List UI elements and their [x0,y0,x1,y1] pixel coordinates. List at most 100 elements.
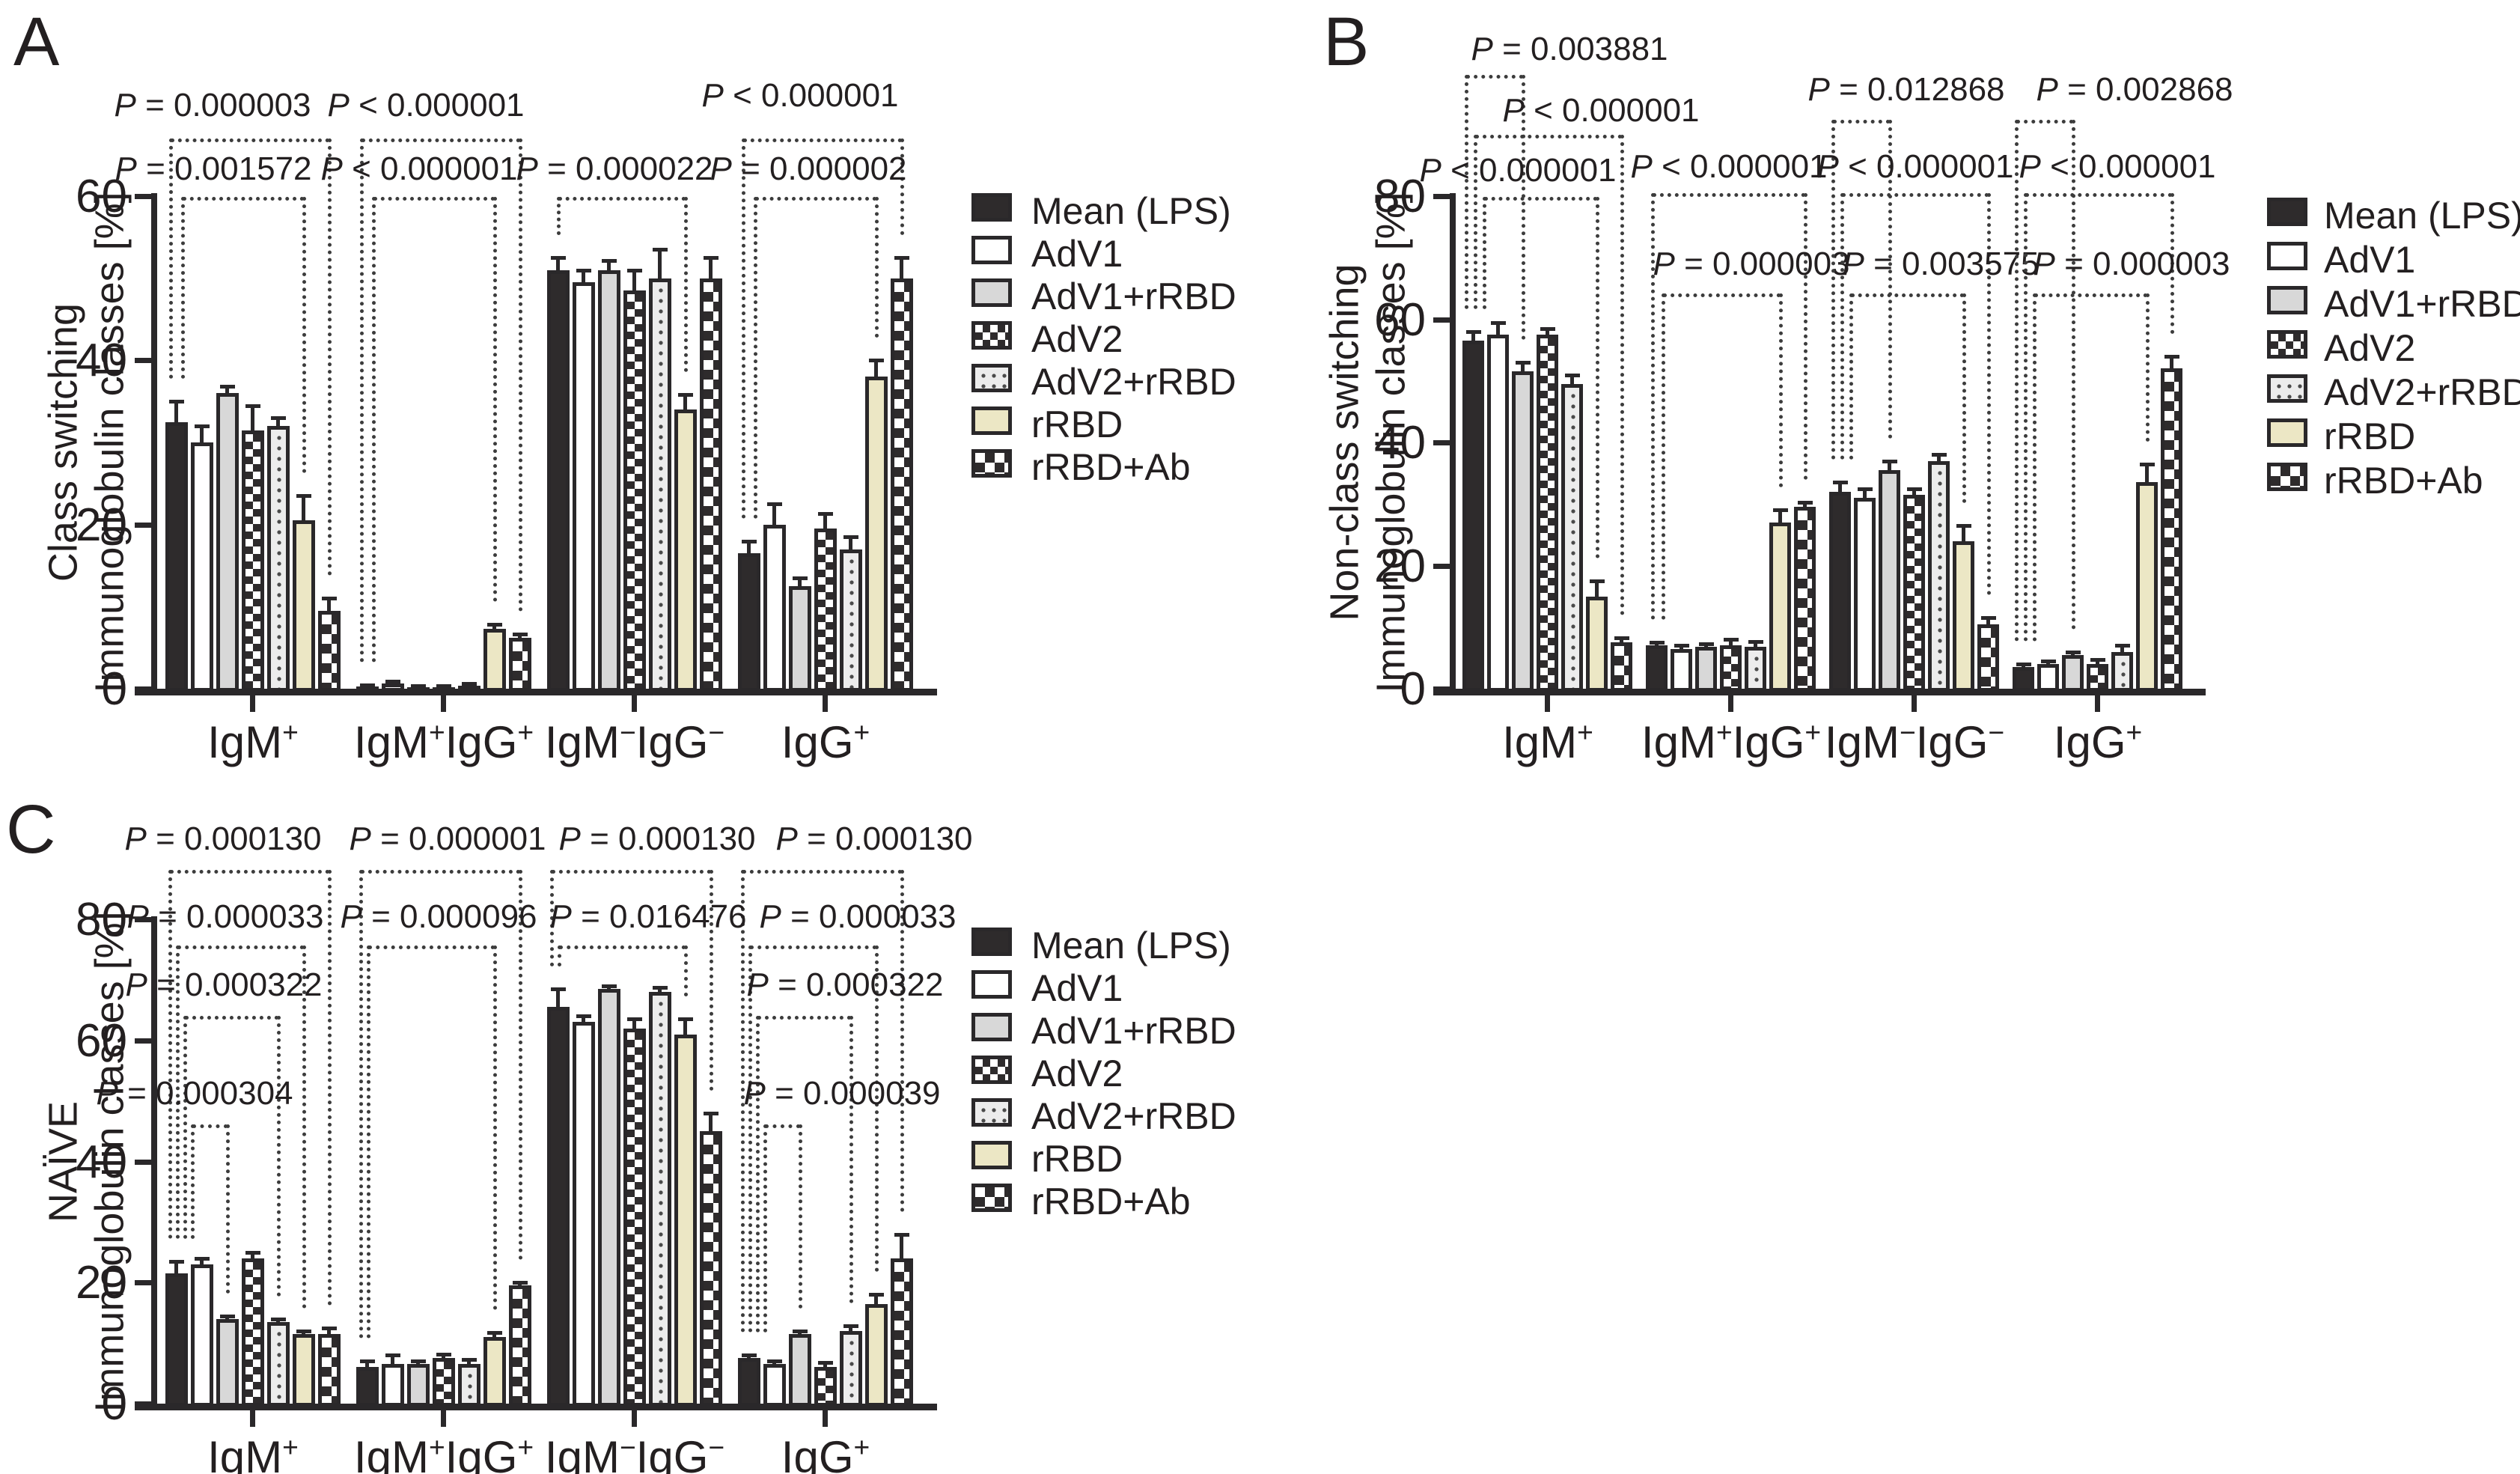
category-text: IgM [1641,717,1716,767]
y-tick-label: 0 [101,1378,127,1430]
significance-bracket-line [684,945,688,996]
significance-bracket-line [1662,293,1665,620]
error-bar-cap [1773,508,1788,512]
category-text: IgM [544,1432,620,1474]
bar-adv1 [1671,649,1692,692]
y-tick-mark [1433,686,1450,692]
error-bar-stem [823,1362,827,1369]
significance-bracket-line [754,197,757,519]
error-bar-stem [607,986,611,991]
error-bar-stem [607,261,611,272]
error-bar-stem [327,1328,331,1336]
p-symbol: P [1842,246,1864,282]
category-superscript: − [619,716,636,748]
error-bar-stem [518,1282,522,1288]
p-value-label: P = 0.002868 [2036,71,2233,108]
significance-bracket-line [710,870,713,1091]
error-bar-stem [798,578,802,588]
y-tick-mark [135,1280,151,1285]
x-tick-mark [1728,695,1733,712]
error-bar-cap [195,424,210,428]
bar-adv1 [382,1364,404,1407]
bar-adv1 [573,1022,595,1407]
error-bar-cap [2115,644,2130,648]
legend-label: AdV2 [1031,1053,1123,1094]
significance-bracket-top [558,197,686,201]
x-tick-mark [250,695,255,712]
category-label: IgM+IgG+ [1566,717,1896,767]
error-bar-cap [360,1359,375,1363]
category-text: IgG [781,1432,854,1474]
significance-bracket-line [372,197,376,663]
significance-bracket-top [171,138,329,142]
significance-bracket-line [176,945,180,1239]
category-text: IgM [544,717,620,767]
error-bar-cap [1466,330,1481,334]
error-bar-cap [513,633,528,636]
error-bar-stem [683,1019,687,1036]
error-bar-cap [869,359,884,362]
legend-swatch-rrbd-ab [971,449,1012,478]
p-value-label: P = 0.003575 [1842,246,2040,282]
category-text: IgM [353,717,429,767]
y-tick-label: 80 [76,894,127,945]
y-tick-mark [1433,317,1450,323]
p-symbol: P [327,87,350,124]
error-bar-stem [1521,362,1525,374]
bar-rrbd-ab [509,638,531,692]
error-bar-stem [391,1355,394,1366]
error-bar-cap [195,1257,210,1261]
category-text: IgG [635,717,709,767]
significance-bracket-line [684,197,688,372]
error-bar-stem [772,504,776,526]
significance-bracket-top [1833,120,1890,124]
bar-adv2 [433,1358,455,1407]
error-bar-cap [1565,374,1580,377]
significance-bracket-line [1987,193,1991,595]
bar-adv2-rrbd [649,278,671,692]
legend-swatch-mean-lps- [971,193,1012,222]
category-superscript: − [619,1431,636,1463]
significance-bracket-line [519,870,522,1260]
error-bar-stem [200,1258,204,1267]
significance-bracket-line [1849,293,1853,460]
p-symbol: P [124,820,147,857]
bar-adv1-rrbd [789,1334,811,1407]
bar-rrbd-ab [891,278,913,692]
error-bar-cap [767,1359,782,1363]
bar-rrbd [1769,523,1791,692]
legend-swatch-rrbd [971,406,1012,435]
error-bar-stem [632,270,636,293]
error-bar-stem [251,406,254,433]
significance-bracket-top [750,945,876,949]
p-symbol: P [710,150,732,187]
bar-rrbd-ab [700,278,722,692]
error-bar-cap [602,984,617,988]
legend-swatch-adv2-rrbd [2267,374,2307,403]
error-bar-stem [2145,464,2149,485]
error-bar-cap [793,576,808,580]
error-bar-cap [1956,524,1971,528]
significance-bracket-line [1888,120,1892,439]
significance-bracket-line [2024,193,2028,642]
error-bar-stem [1620,638,1623,645]
significance-bracket-top [1653,193,1805,197]
p-symbol: P [1816,148,1839,185]
bar-adv1 [191,442,213,692]
legend-label: AdV1+rRBD [1031,1010,1236,1052]
significance-bracket-line [1804,193,1807,480]
error-bar-cap [894,256,909,260]
error-bar-cap [1798,501,1813,505]
bar-mean-lps- [165,1273,188,1407]
p-symbol: P [126,898,148,935]
y-tick-label: 0 [101,663,127,715]
bar-adv2 [623,1029,646,1407]
p-symbol: P [1630,148,1653,185]
error-bar-cap [793,1330,808,1333]
p-value-label: P = 0.000033 [61,901,390,934]
significance-bracket-top [185,1016,278,1020]
legend-swatch-rrbd-ab [971,1184,1012,1212]
category-superscript: − [708,716,725,748]
p-value-label: P = 0.000002 [710,150,907,187]
significance-bracket-line [558,945,561,966]
